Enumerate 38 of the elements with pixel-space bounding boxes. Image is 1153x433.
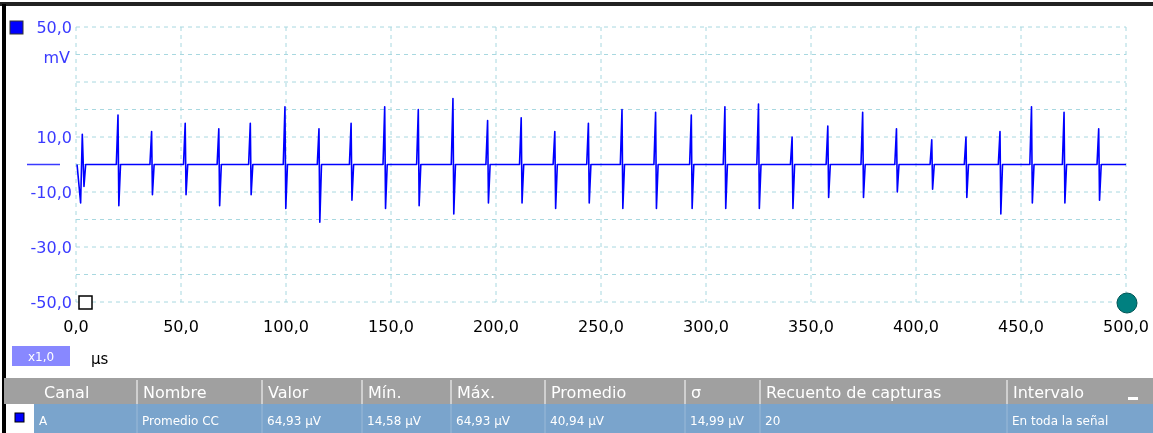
x-tick-label: 250,0 xyxy=(578,317,624,336)
x-tick-label: 150,0 xyxy=(368,317,414,336)
line-series xyxy=(76,97,1127,224)
y-tick-label: 50,0 xyxy=(36,18,72,37)
text: Promedio CC xyxy=(142,414,219,428)
category-label: Máx. xyxy=(457,383,496,402)
category-label: Recuento de capturas xyxy=(766,383,942,402)
category-label: Valor xyxy=(268,383,309,402)
y-axis-title: mV xyxy=(43,48,71,67)
category-label: Intervalo xyxy=(1013,383,1085,402)
category-label: Mín. xyxy=(368,383,402,402)
x-tick-label: 100,0 xyxy=(263,317,309,336)
text: 20 xyxy=(765,414,781,428)
x-tick-label: 500,0 xyxy=(1103,317,1149,336)
category-label: σ xyxy=(691,383,702,402)
text: 64,93 µV xyxy=(267,414,322,428)
text: 64,93 µV xyxy=(456,414,511,428)
x-tick-label: 400,0 xyxy=(893,317,939,336)
category-label: Promedio xyxy=(551,383,627,402)
x-tick-label: 450,0 xyxy=(998,317,1044,336)
y-tick-label: 10,0 xyxy=(36,128,72,147)
text: En toda la señal xyxy=(1012,414,1109,428)
category-label: Nombre xyxy=(143,383,207,402)
x-tick-label: 50,0 xyxy=(163,317,199,336)
text: 14,58 µV xyxy=(367,414,422,428)
x-axis-title: µs xyxy=(91,350,109,368)
x-tick-label: 350,0 xyxy=(788,317,834,336)
text: 14,99 µV xyxy=(690,414,745,428)
category-label: Canal xyxy=(44,383,90,402)
x-tick-label: 0,0 xyxy=(63,317,89,336)
text: 40,94 µV xyxy=(550,414,605,428)
text: A xyxy=(39,414,48,428)
text: x1,0 xyxy=(27,350,55,364)
x-tick-label: 200,0 xyxy=(473,317,519,336)
x-tick-label: 300,0 xyxy=(683,317,729,336)
y-tick-label: -10,0 xyxy=(30,183,72,202)
y-tick-label: -50,0 xyxy=(30,293,72,312)
y-tick-label: -30,0 xyxy=(30,238,72,257)
